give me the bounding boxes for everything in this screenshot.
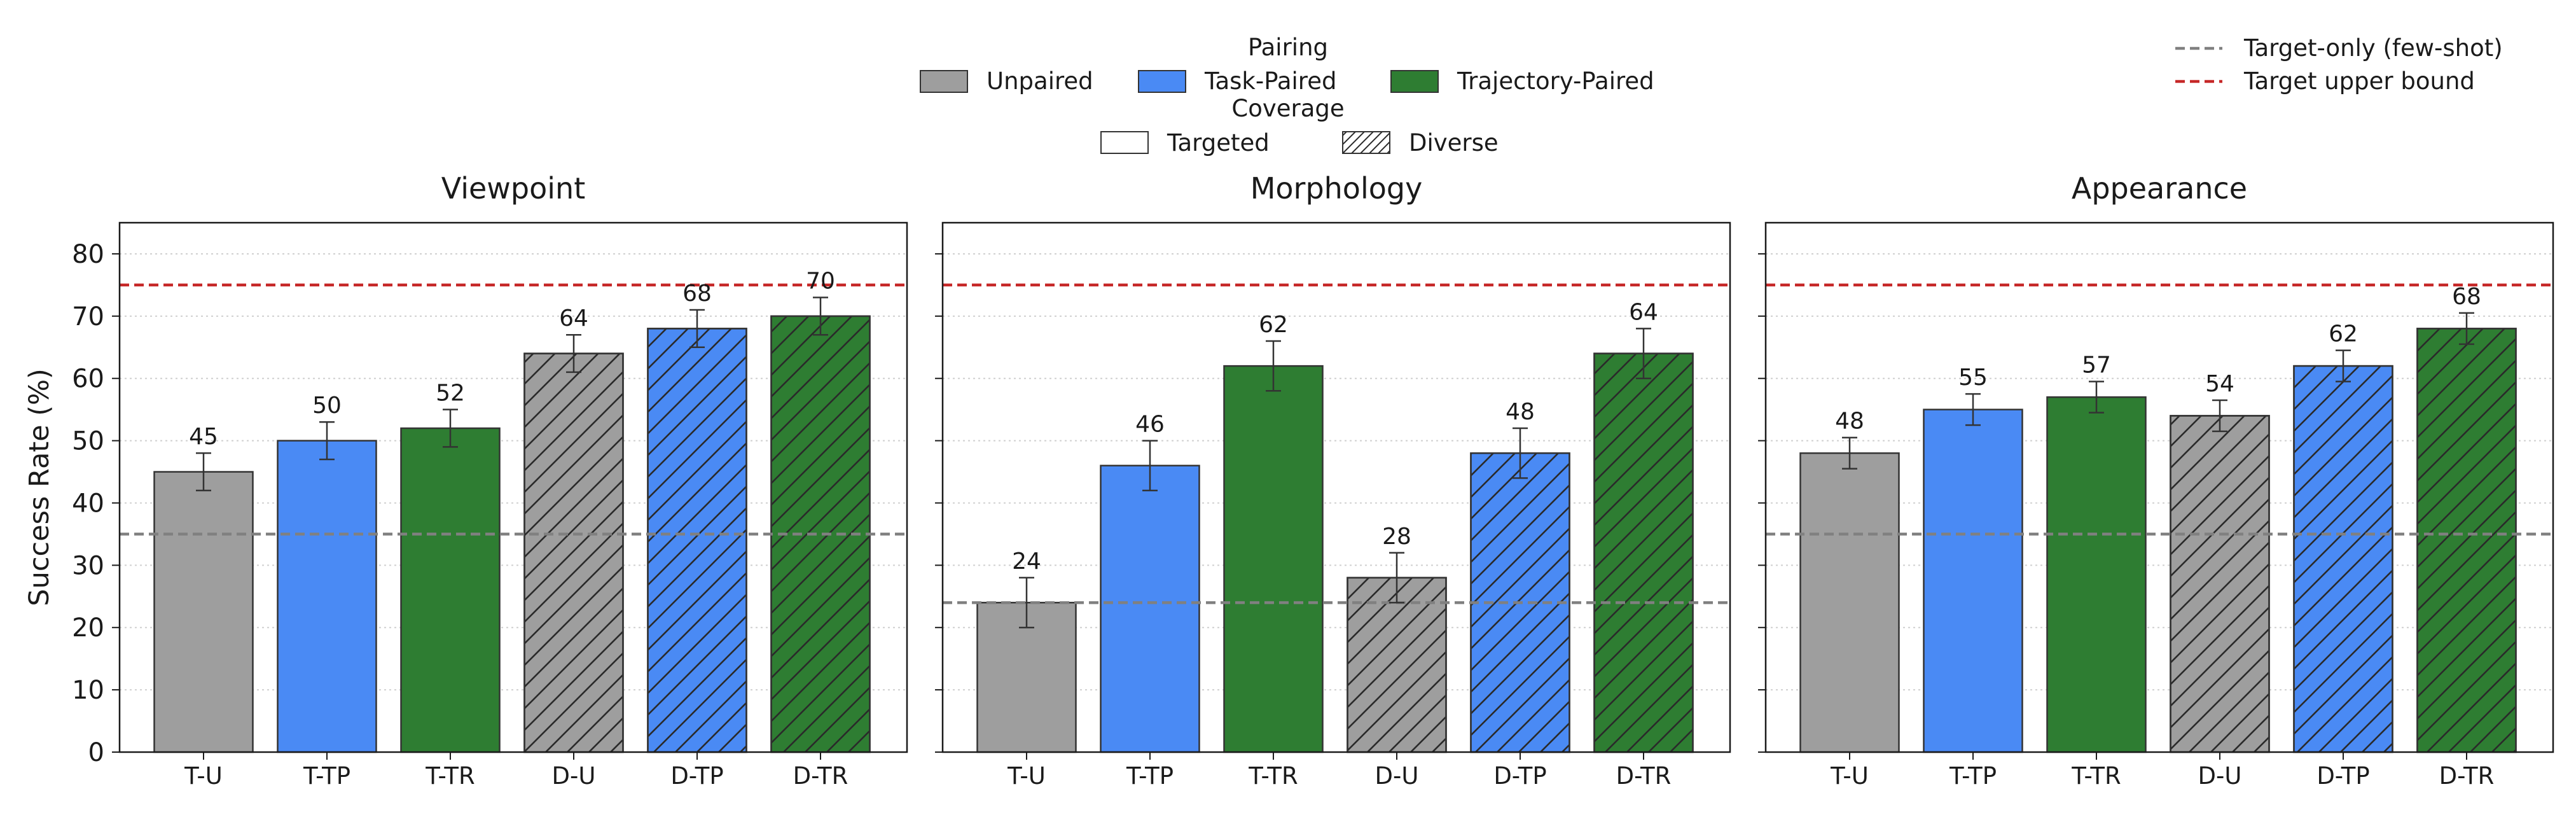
value-label-t-tr: 62 (1259, 312, 1288, 338)
panel-0: Viewpoint 0 10 20 30 40 50 60 70 80 Success Rate (… (24, 171, 908, 790)
value-label-d-tp: 68 (682, 281, 712, 307)
ytick-label-0: 0 (88, 738, 104, 767)
ytick-label-3: 30 (72, 551, 104, 580)
ytick-label-7: 70 (72, 302, 104, 332)
x-tick-label-d-tp: D-TP (2316, 762, 2369, 790)
bar-t-tr (1223, 365, 1324, 753)
value-label-d-tp: 48 (1506, 399, 1535, 425)
value-label-d-u: 64 (559, 305, 588, 332)
ytick-label-4: 40 (72, 489, 104, 518)
legend-coverage-label-0: Targeted (1167, 129, 1270, 157)
legend-coverage-label-1: Diverse (1409, 129, 1499, 157)
ytick-label-8: 80 (72, 240, 104, 269)
ytick-label-1: 10 (72, 676, 104, 705)
ytick-label-5: 50 (72, 427, 104, 456)
x-tick-label-t-u: T-U (184, 762, 223, 790)
value-label-d-u: 54 (2205, 371, 2234, 397)
bar-t-tr (400, 427, 501, 753)
x-tick-label-t-u: T-U (1830, 762, 1869, 790)
value-label-t-u: 24 (1012, 548, 1041, 575)
x-tick-label-d-u: D-U (2198, 762, 2242, 790)
legend: Pairing Unpaired Task-Paired Trajectory-Pai… (920, 34, 2503, 157)
x-tick-label-t-tr: T-TR (1248, 762, 1298, 790)
x-tick-label-d-tp: D-TP (670, 762, 723, 790)
panels: Viewpoint 0 10 20 30 40 50 60 70 80 Success Rate (… (24, 171, 2554, 790)
legend-swatch-1 (1138, 70, 1186, 93)
bar-hatch-d-tp (2293, 365, 2393, 753)
x-tick-label-t-tp: T-TP (1126, 762, 1174, 790)
panel-title-0: Viewpoint (441, 171, 585, 206)
value-label-d-tr: 68 (2452, 284, 2481, 310)
panel-title-1: Morphology (1250, 171, 1423, 206)
bar-t-u (153, 471, 254, 753)
bar-t-tp (1923, 409, 2023, 753)
bar-hatch-d-u (523, 353, 624, 753)
value-label-d-tp: 62 (2329, 321, 2358, 347)
bar-hatch-d-u (2170, 415, 2270, 753)
legend-pairing-label-1: Task-Paired (1204, 67, 1336, 95)
panel-title-2: Appearance (2072, 171, 2247, 206)
x-tick-label-t-tp: T-TP (1949, 762, 1997, 790)
legend-pairing-label-2: Trajectory-Paired (1457, 67, 1654, 95)
legend-coverage-title: Coverage (1231, 95, 1344, 122)
ytick-label-2: 20 (72, 613, 104, 643)
legend-pairing-label-0: Unpaired (987, 67, 1093, 95)
panel-2: Appearance 48 T-U 55 T-TP 57 T-TR 54 D-U 62 D-TP 68… (1758, 171, 2554, 790)
legend-swatch-2 (1390, 70, 1439, 93)
bar-t-u (1799, 452, 1900, 753)
axes-frame-2 (1764, 221, 2554, 753)
value-label-d-u: 28 (1382, 524, 1411, 550)
x-tick-label-d-tr: D-TR (1616, 762, 1672, 790)
value-label-d-tr: 70 (806, 268, 835, 294)
value-label-t-tp: 46 (1135, 412, 1165, 438)
value-label-t-tr: 52 (436, 381, 465, 407)
value-label-d-tr: 64 (1629, 299, 1658, 325)
legend-line-label-0: Target-only (few-shot) (2243, 34, 2503, 62)
x-tick-label-d-u: D-U (1375, 762, 1419, 790)
x-tick-label-t-u: T-U (1007, 762, 1046, 790)
x-tick-label-t-tr: T-TR (425, 762, 474, 790)
axes-frame-0 (118, 221, 908, 753)
panel-1: Morphology 24 T-U 46 T-TP 62 T-TR 28 D-U 48 D-TP 64… (935, 171, 1731, 790)
value-label-t-tp: 50 (312, 393, 342, 419)
y-axis-label: Success Rate (%) (24, 368, 55, 606)
bar-hatch-d-tr (2416, 328, 2517, 753)
bar-hatch-d-tp (647, 328, 747, 753)
value-label-t-tr: 57 (2082, 353, 2111, 379)
legend-coverage-swatch-0 (1100, 131, 1149, 154)
x-tick-label-t-tp: T-TP (303, 762, 350, 790)
value-label-t-tp: 55 (1958, 365, 1988, 391)
value-label-t-u: 48 (1835, 409, 1864, 435)
legend-line-label-1: Target upper bound (2243, 67, 2475, 95)
ytick-label-6: 60 (72, 365, 104, 394)
x-tick-label-d-tr: D-TR (793, 762, 848, 790)
bar-hatch-d-u (1347, 576, 1447, 753)
legend-pairing-title: Pairing (1248, 34, 1328, 61)
x-tick-label-d-tr: D-TR (2439, 762, 2495, 790)
axes-frame-1 (941, 221, 1731, 753)
x-tick-label-d-tp: D-TP (1493, 762, 1546, 790)
bar-t-tr (2046, 396, 2147, 753)
bar-t-tp (277, 440, 377, 753)
bar-hatch-d-tr (1593, 353, 1694, 753)
value-label-t-u: 45 (189, 424, 218, 450)
x-tick-label-t-tr: T-TR (2071, 762, 2121, 790)
legend-swatch-0 (920, 70, 968, 93)
bar-t-tp (1100, 464, 1200, 753)
x-tick-label-d-u: D-U (552, 762, 596, 790)
legend-coverage-swatch-1 (1342, 131, 1390, 154)
